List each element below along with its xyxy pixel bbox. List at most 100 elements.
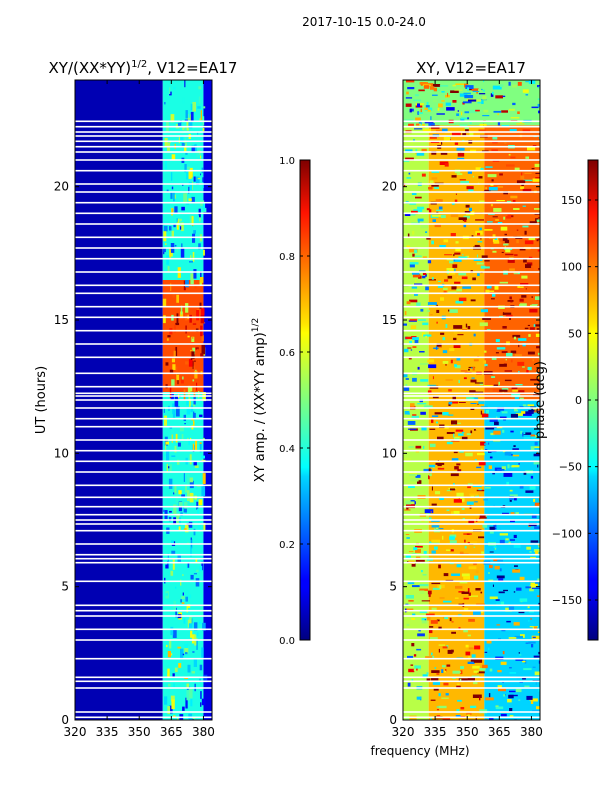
flagged-row [403, 639, 540, 641]
heatmap-cell [460, 498, 465, 502]
heatmap-cell [443, 239, 449, 243]
heatmap-cell [512, 448, 519, 451]
heatmap-cell [187, 490, 190, 502]
heatmap-cell [418, 120, 422, 125]
heatmap-cell [527, 606, 530, 609]
heatmap-cell [499, 416, 507, 419]
heatmap-cell [538, 238, 540, 240]
phase-colorbar-gradient [588, 160, 598, 640]
heatmap-cell [457, 334, 464, 336]
heatmap-cell [469, 493, 479, 496]
heatmap-cell [537, 631, 540, 633]
heatmap-cell [493, 208, 502, 212]
heatmap-cell [201, 486, 206, 497]
heatmap-cell [174, 396, 179, 407]
heatmap-cell [536, 239, 539, 242]
heatmap-cell [198, 96, 201, 104]
heatmap-cell [438, 206, 443, 210]
heatmap-cell [181, 379, 184, 384]
heatmap-cell [178, 490, 182, 495]
heatmap-cell [538, 110, 540, 114]
heatmap-cell [533, 655, 540, 658]
heatmap-cell [424, 122, 434, 124]
heatmap-cell [175, 586, 177, 589]
heatmap-cell [528, 236, 536, 241]
heatmap-cell [531, 296, 533, 298]
heatmap-cell [196, 501, 199, 510]
flagged-row [403, 257, 540, 260]
heatmap-cell [491, 298, 495, 300]
heatmap-cell [187, 166, 191, 170]
heatmap-cell [203, 522, 206, 531]
heatmap-cell [405, 157, 414, 161]
heatmap-cell [178, 501, 183, 508]
heatmap-cell [180, 305, 183, 315]
heatmap-cell [178, 517, 181, 526]
heatmap-cell [410, 478, 419, 482]
heatmap-cell [196, 310, 200, 321]
heatmap-cell [469, 390, 476, 393]
heatmap-cell [439, 585, 442, 590]
heatmap-cell [447, 92, 449, 97]
heatmap-cell [506, 620, 511, 623]
heatmap-cell [438, 648, 440, 653]
heatmap-cell [191, 196, 195, 203]
heatmap-cell [529, 486, 536, 490]
heatmap-cell [462, 286, 472, 289]
heatmap-cell [485, 118, 488, 122]
heatmap-cell [509, 672, 517, 674]
heatmap-cell [451, 286, 457, 290]
heatmap-cell [516, 229, 519, 231]
heatmap-cell [526, 262, 533, 266]
heatmap-cell [417, 633, 425, 637]
heatmap-cell [411, 415, 419, 419]
heatmap-cell [442, 350, 448, 354]
heatmap-cell [195, 440, 198, 452]
heatmap-cell [185, 361, 189, 365]
heatmap-cell [169, 464, 171, 473]
phase-colorbar-ticks: −150 −100 −50 0 50 100 150 [552, 194, 598, 607]
amplitude-colorbar-ticks: 0.0 0.2 0.4 0.6 0.8 1.0 [279, 156, 310, 647]
heatmap-cell [410, 664, 414, 666]
heatmap-cell [189, 314, 192, 323]
heatmap-cell [521, 184, 524, 186]
heatmap-cell [409, 108, 412, 113]
heatmap-cell [177, 442, 181, 447]
flagged-row [403, 687, 540, 689]
flagged-row [403, 407, 540, 409]
heatmap-cell [510, 195, 518, 199]
heatmap-cell [492, 473, 495, 475]
heatmap-cell [199, 621, 202, 624]
amplitude-axes-frame [74, 79, 213, 721]
heatmap-cell [171, 455, 176, 457]
heatmap-cell [460, 707, 465, 710]
heatmap-cell [519, 303, 527, 308]
heatmap-cell [529, 551, 532, 553]
flagged-row [75, 145, 212, 148]
heatmap-cell [538, 86, 540, 89]
heatmap-cell [448, 309, 450, 312]
heatmap-cell [163, 248, 166, 253]
heatmap-cell [436, 304, 438, 307]
heatmap-cell [193, 528, 196, 536]
heatmap-cell [425, 656, 433, 660]
heatmap-cell [470, 408, 475, 410]
heatmap-cell [431, 607, 437, 611]
heatmap-cell [422, 322, 429, 326]
x-tick-label: 380 [192, 725, 215, 739]
heatmap-cell [481, 413, 489, 418]
heatmap-cell [183, 618, 186, 624]
heatmap-cell [175, 406, 180, 417]
heatmap-cell [491, 376, 496, 378]
heatmap-cell [503, 589, 508, 592]
flagged-row [75, 687, 212, 689]
heatmap-cell [519, 298, 524, 302]
heatmap-cell [533, 498, 536, 502]
flagged-row [75, 140, 212, 143]
heatmap-cell [194, 465, 199, 468]
heatmap-cell [461, 573, 470, 577]
heatmap-cell [423, 405, 433, 408]
heatmap-cell [405, 717, 412, 720]
heatmap-cell [504, 141, 507, 144]
heatmap-cell [405, 378, 409, 380]
